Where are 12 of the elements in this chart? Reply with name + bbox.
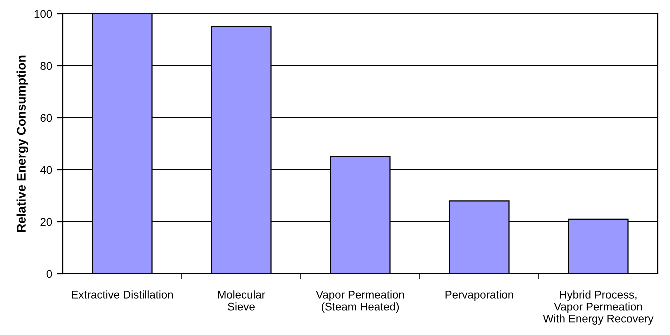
y-axis-title: Relative Energy Consumption	[16, 56, 28, 232]
y-tick-label: 80	[40, 62, 52, 70]
y-tick-label: 20	[40, 218, 52, 226]
x-tick-label: Extractive Distillation	[72, 290, 174, 299]
y-tick-label: 40	[40, 166, 52, 174]
y-tick-label: 100	[34, 10, 52, 18]
y-tick-label: 0	[46, 270, 52, 278]
x-tick-label: Molecular Sieve	[218, 290, 266, 311]
y-tick-label: 60	[40, 114, 52, 122]
x-tick-label: Pervaporation	[446, 290, 514, 302]
x-tick-label: Vapor Permeation (Steam Heated)	[316, 290, 404, 313]
x-tick-label: Hybrid Process, Vapor Permeation With Energy Recovery	[543, 290, 654, 325]
